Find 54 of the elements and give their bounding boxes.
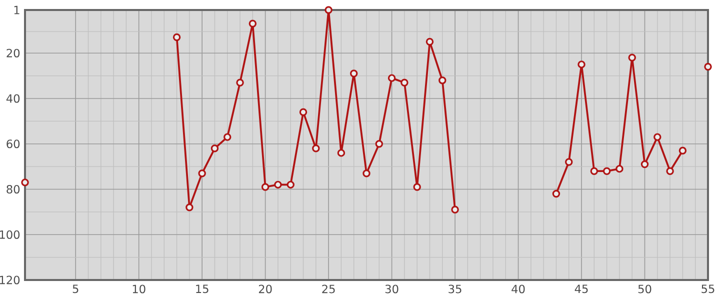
x-tick-label: 35 bbox=[448, 284, 462, 294]
point bbox=[362, 169, 370, 178]
x-tick-label: 15 bbox=[196, 284, 208, 294]
y-tick-label: 80 bbox=[6, 184, 20, 194]
point bbox=[628, 54, 636, 62]
x-tick-label: 55 bbox=[702, 284, 714, 294]
x-tick-label: 50 bbox=[638, 284, 652, 294]
point bbox=[666, 167, 674, 175]
point bbox=[413, 183, 421, 191]
point bbox=[590, 167, 598, 175]
x-tick-label: 20 bbox=[258, 284, 272, 294]
point bbox=[426, 38, 434, 46]
point bbox=[236, 78, 244, 86]
point bbox=[375, 140, 384, 148]
point bbox=[616, 164, 624, 173]
point bbox=[337, 149, 346, 157]
y-tick-label: 40 bbox=[6, 94, 20, 103]
y-tick-label: 60 bbox=[6, 140, 20, 148]
point bbox=[274, 180, 282, 189]
point bbox=[438, 76, 446, 84]
point bbox=[602, 167, 611, 175]
point bbox=[565, 158, 573, 166]
x-tick-label: 45 bbox=[574, 284, 588, 294]
point bbox=[299, 108, 308, 116]
y-tick-label: 1 bbox=[14, 6, 20, 14]
x-tick-label: 25 bbox=[322, 284, 335, 294]
x-tick-label: 40 bbox=[512, 284, 525, 294]
point bbox=[578, 60, 586, 68]
point bbox=[172, 33, 181, 42]
point bbox=[388, 74, 396, 82]
point bbox=[400, 78, 408, 86]
point bbox=[248, 20, 257, 28]
point bbox=[312, 144, 320, 152]
point bbox=[640, 160, 649, 168]
y-tick-label: 100 bbox=[0, 230, 20, 239]
point bbox=[704, 62, 712, 71]
y-tick-label: 120 bbox=[0, 276, 20, 284]
point bbox=[210, 144, 219, 152]
x-tick-label: 30 bbox=[385, 284, 398, 294]
point bbox=[186, 204, 194, 212]
point bbox=[350, 70, 358, 78]
point bbox=[654, 133, 662, 141]
point bbox=[552, 190, 560, 198]
point bbox=[21, 178, 29, 186]
point bbox=[198, 169, 206, 178]
y-tick-label: 20 bbox=[6, 48, 20, 58]
x-tick-label: 10 bbox=[132, 284, 146, 294]
point bbox=[224, 133, 232, 141]
point bbox=[451, 206, 459, 214]
point bbox=[261, 183, 270, 191]
point bbox=[678, 146, 687, 155]
x-tick-label: 5 bbox=[72, 284, 78, 294]
point bbox=[286, 180, 294, 189]
point bbox=[324, 6, 332, 14]
